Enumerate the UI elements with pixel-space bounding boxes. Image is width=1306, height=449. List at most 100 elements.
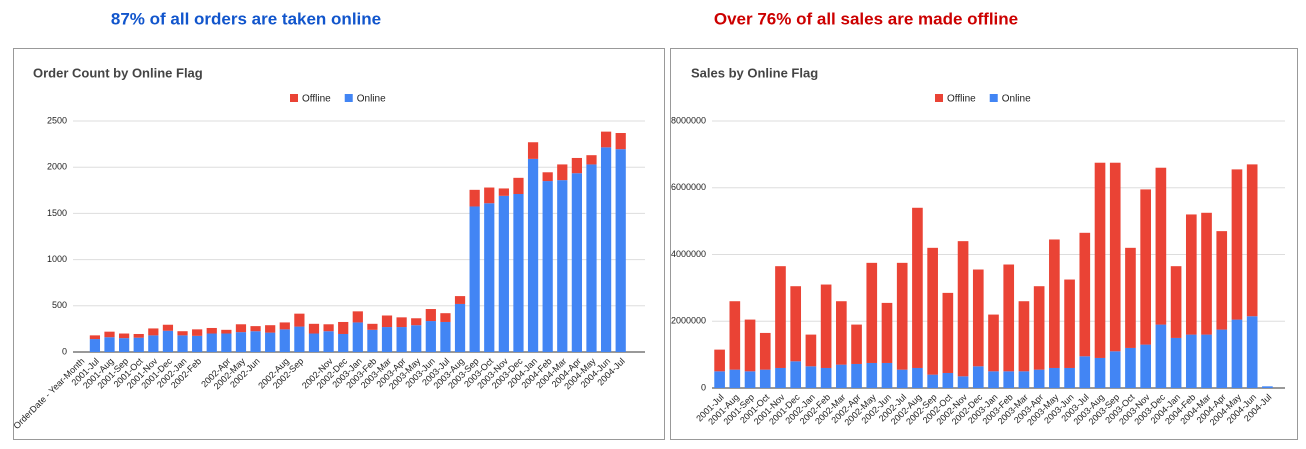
bar-segment <box>279 329 290 352</box>
bar-segment <box>600 131 612 148</box>
bar-segment <box>484 187 495 204</box>
bar-segment <box>119 338 130 352</box>
y-tick-label: 1500 <box>47 208 67 218</box>
bar-segment <box>338 321 349 334</box>
bar-segment <box>1033 369 1045 388</box>
bar-segment <box>250 326 261 332</box>
bar-segment <box>1049 367 1060 388</box>
bar-segment <box>744 371 756 388</box>
bar-segment <box>265 332 276 352</box>
legend-label: Offline <box>947 94 976 105</box>
bar-segment <box>1155 324 1167 388</box>
panel <box>13 48 665 440</box>
y-tick-label: 1000 <box>47 254 67 264</box>
bar-segment <box>367 323 378 330</box>
bar-segment <box>1109 351 1121 388</box>
bar-segment <box>571 173 582 352</box>
bar-segment <box>942 292 954 373</box>
bar-segment <box>294 313 305 327</box>
bar-segment <box>851 324 862 364</box>
bar-segment <box>1003 264 1015 372</box>
bar-segment <box>714 349 725 372</box>
bar-segment <box>250 331 261 352</box>
bar-segment <box>527 142 539 159</box>
bar-segment <box>1064 279 1075 368</box>
bar-segment <box>265 325 276 333</box>
bar-segment <box>177 335 188 352</box>
bar-segment <box>836 301 847 365</box>
bar-segment <box>454 296 466 304</box>
bar-segment <box>498 188 509 196</box>
bar-segment <box>1185 334 1197 388</box>
bar-segment <box>1125 347 1136 388</box>
bar-segment <box>988 314 999 372</box>
legend-label: Online <box>357 94 386 105</box>
bar-segment <box>294 326 305 352</box>
bar-segment <box>586 164 597 352</box>
bar-segment <box>279 322 290 330</box>
bar-segment <box>729 301 741 370</box>
bar-segment <box>557 180 568 352</box>
bar-segment <box>1170 266 1182 338</box>
bar-segment <box>513 177 524 194</box>
bar-segment <box>192 335 203 352</box>
bar-segment <box>1094 357 1106 388</box>
y-tick-label: 0 <box>62 346 67 356</box>
legend-swatch <box>935 94 943 102</box>
bar-segment <box>1094 162 1106 358</box>
bar-segment <box>759 332 771 370</box>
bar-segment <box>729 369 741 388</box>
headline: 87% of all orders are taken online <box>111 9 381 28</box>
bar-segment <box>600 147 612 352</box>
bar-segment <box>1246 164 1258 317</box>
bar-segment <box>881 302 893 363</box>
bar-segment <box>820 284 832 368</box>
bar-segment <box>927 374 938 388</box>
bar-segment <box>1064 367 1075 388</box>
legend-label: Online <box>1002 94 1031 105</box>
bar-segment <box>498 195 509 352</box>
bar-segment <box>957 241 969 377</box>
bar-segment <box>206 327 217 334</box>
bar-segment <box>425 309 436 322</box>
bar-segment <box>323 331 334 352</box>
bar-segment <box>972 269 984 367</box>
y-tick-label: 2000 <box>47 162 67 172</box>
bar-segment <box>381 327 393 352</box>
bar-segment <box>308 323 320 334</box>
bar-segment <box>1201 212 1212 335</box>
bar-segment <box>586 155 597 165</box>
bar-segment <box>615 149 626 352</box>
bar-segment <box>133 333 144 338</box>
chart: Order Count by Online Flag 0 500 1000 1500 20… <box>14 65 645 431</box>
legend-label: Offline <box>302 94 331 105</box>
bar-segment <box>469 189 480 207</box>
bar-segment <box>542 172 553 182</box>
bar-segment <box>235 324 247 333</box>
y-tick-label: 2000000 <box>671 316 706 326</box>
bar-segment <box>1109 162 1121 352</box>
bar-segment <box>1140 344 1151 388</box>
bar-segment <box>1216 329 1228 388</box>
headline: Over 76% of all sales are made offline <box>714 9 1018 28</box>
bar-segment <box>192 329 203 336</box>
bar-segment <box>571 157 582 174</box>
bar-segment <box>440 321 451 352</box>
bar-segment <box>805 334 817 367</box>
bar-segment <box>221 329 232 334</box>
bar-segment <box>469 206 480 352</box>
bar-segment <box>1201 334 1212 388</box>
legend-swatch <box>290 94 298 102</box>
bar-segment <box>615 133 626 150</box>
bar-segment <box>714 371 725 388</box>
bar-segment <box>104 331 115 338</box>
bar-segment <box>1033 286 1045 370</box>
bar-segment <box>177 331 188 336</box>
bar-segment <box>206 333 217 352</box>
bar-segment <box>1140 189 1151 345</box>
bar-segment <box>790 361 802 388</box>
bar-segment <box>162 330 174 352</box>
bar-segment <box>972 366 984 388</box>
bar-segment <box>1262 386 1273 388</box>
bar-segment <box>411 325 422 352</box>
